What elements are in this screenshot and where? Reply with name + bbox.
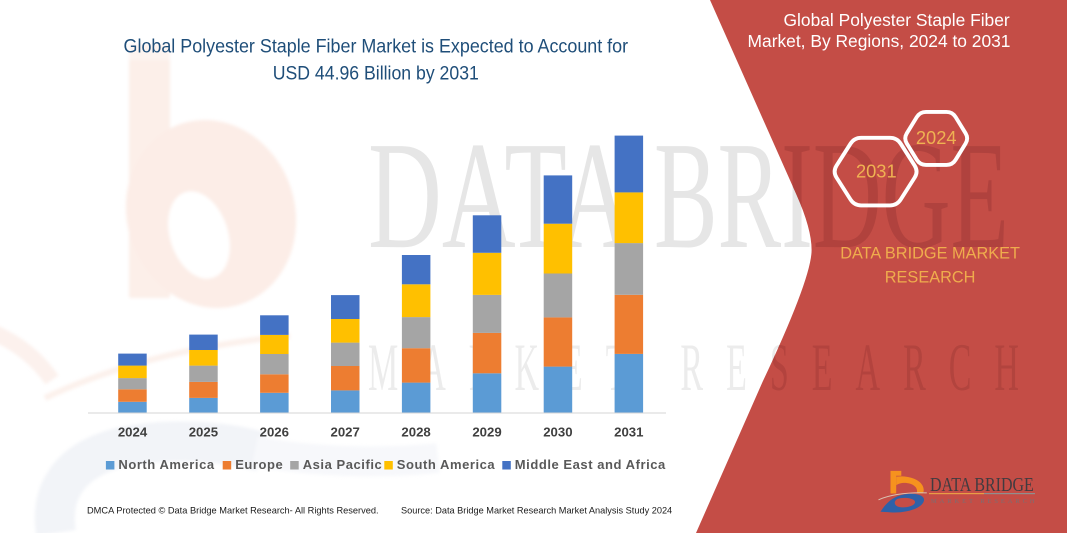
svg-text:2025: 2025 — [189, 424, 218, 439]
svg-text:2031: 2031 — [614, 424, 643, 439]
svg-text:Market, By Regions, 2024 to 20: Market, By Regions, 2024 to 2031 — [748, 31, 1011, 51]
svg-text:DATA BRIDGE MARKET: DATA BRIDGE MARKET — [840, 243, 1020, 262]
svg-text:2027: 2027 — [331, 424, 360, 439]
svg-text:DATA BRIDGE: DATA BRIDGE — [930, 474, 1034, 496]
svg-text:Middle East and Africa: Middle East and Africa — [515, 457, 666, 472]
svg-text:2028: 2028 — [401, 424, 430, 439]
svg-text:2031: 2031 — [856, 160, 897, 181]
svg-text:North America: North America — [118, 457, 214, 472]
svg-text:USD 44.96 Billion by 2031: USD 44.96 Billion by 2031 — [273, 62, 479, 84]
svg-text:2029: 2029 — [472, 424, 501, 439]
svg-text:DMCA Protected © Data Bridge M: DMCA Protected © Data Bridge Market Rese… — [87, 506, 379, 516]
svg-text:South America: South America — [397, 457, 496, 472]
svg-text:Source: Data Bridge Market Res: Source: Data Bridge Market Research Mark… — [401, 506, 672, 516]
svg-text:Europe: Europe — [235, 457, 283, 472]
svg-text:Global Polyester Staple Fiber: Global Polyester Staple Fiber — [783, 10, 1009, 30]
svg-text:2024: 2024 — [916, 127, 957, 148]
svg-text:Global Polyester Staple Fiber: Global Polyester Staple Fiber Market is … — [124, 35, 629, 57]
svg-text:MARKET RESEARCH: MARKET RESEARCH — [931, 498, 1037, 505]
svg-text:2024: 2024 — [118, 424, 148, 439]
svg-text:2030: 2030 — [543, 424, 572, 439]
svg-text:2026: 2026 — [260, 424, 289, 439]
svg-text:Asia Pacific: Asia Pacific — [303, 457, 383, 472]
svg-text:RESEARCH: RESEARCH — [885, 267, 976, 286]
